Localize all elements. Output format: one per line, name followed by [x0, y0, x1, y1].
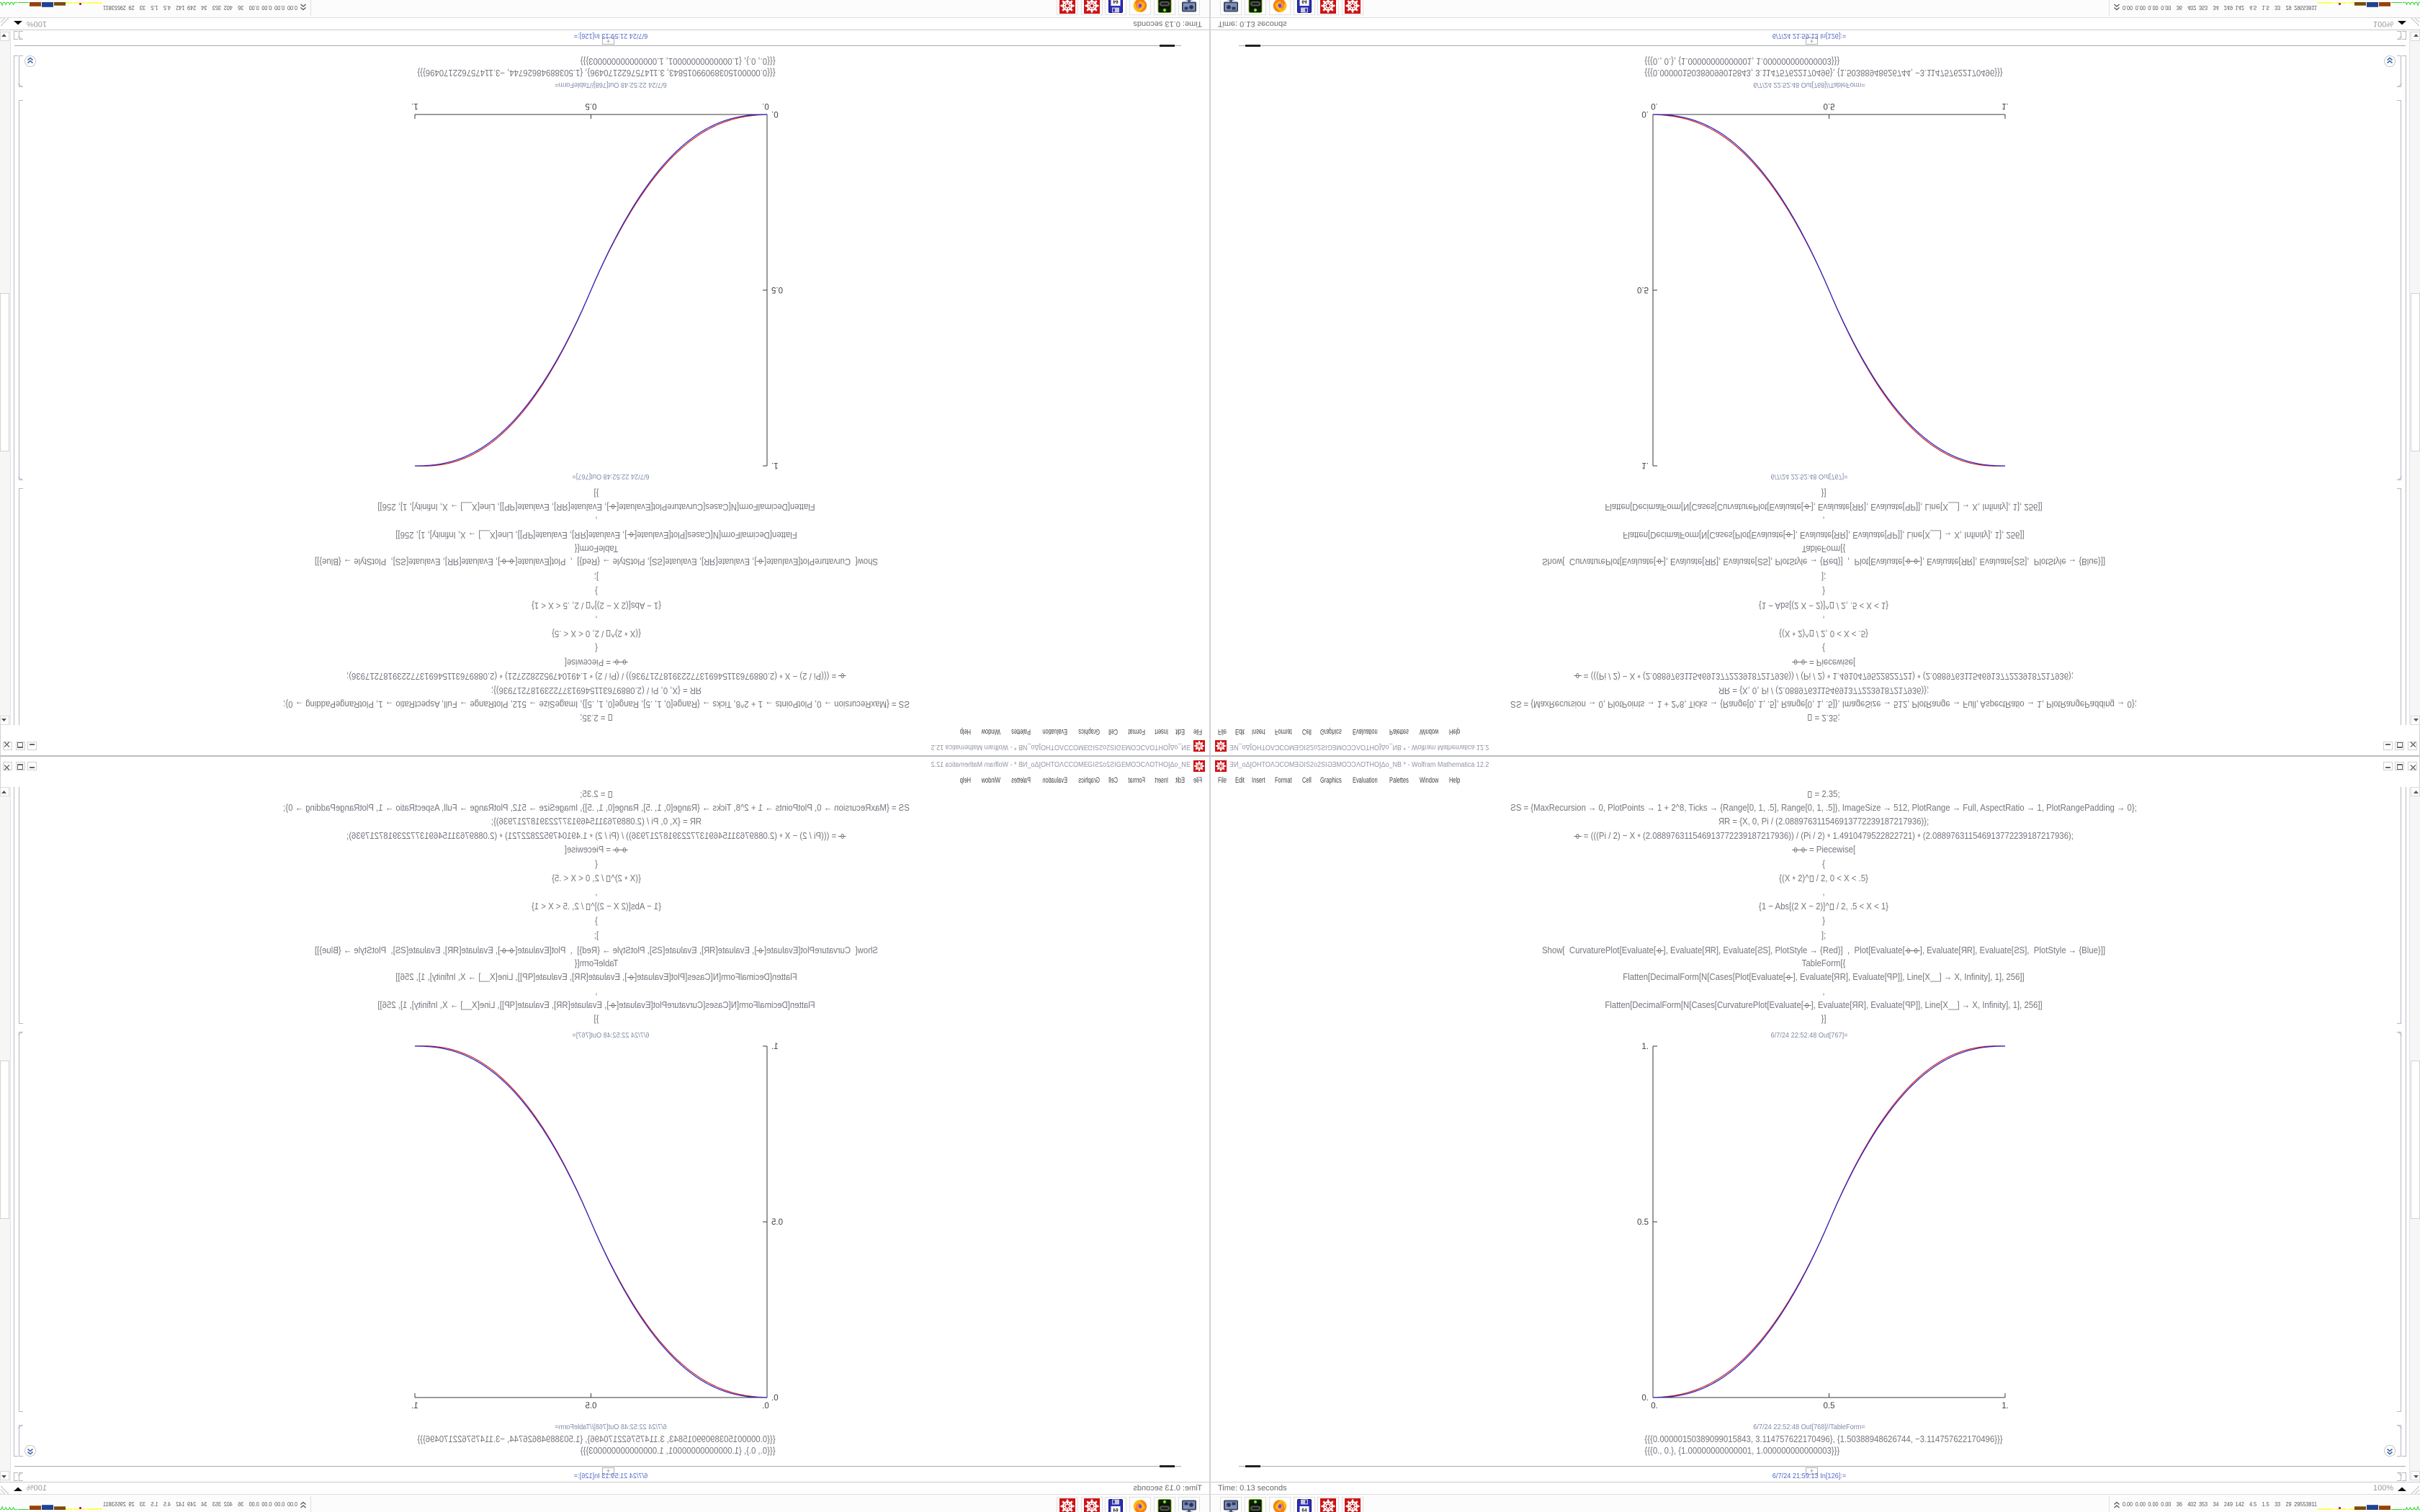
svg-text:64: 64 [1113, 1508, 1119, 1512]
svg-text:0.: 0. [762, 1402, 769, 1410]
svg-text:0.5: 0.5 [1824, 1402, 1835, 1410]
svg-text:1.: 1. [1641, 1043, 1649, 1051]
svg-text:0.: 0. [1651, 102, 1658, 110]
svg-text:1.: 1. [2002, 102, 2009, 110]
svg-text:64: 64 [1301, 1508, 1307, 1512]
svg-text:1.: 1. [771, 461, 779, 469]
svg-text:0.: 0. [771, 1394, 779, 1403]
svg-text:0.: 0. [771, 109, 779, 118]
svg-text:1.: 1. [2002, 1402, 2009, 1410]
svg-text:0.5: 0.5 [586, 102, 597, 110]
svg-text:0.5: 0.5 [771, 285, 783, 294]
svg-text:1.: 1. [411, 102, 418, 110]
svg-text:0.: 0. [762, 102, 769, 110]
svg-text:0.5: 0.5 [586, 1402, 597, 1410]
svg-text:1.: 1. [1641, 461, 1649, 469]
svg-text:0.5: 0.5 [1637, 285, 1649, 294]
svg-text:0.: 0. [1641, 1394, 1649, 1403]
svg-text:64: 64 [1301, 0, 1307, 4]
svg-text:0.5: 0.5 [771, 1218, 783, 1227]
svg-text:0.5: 0.5 [1637, 1218, 1649, 1227]
svg-text:1.: 1. [771, 1043, 779, 1051]
svg-text:1.: 1. [411, 1402, 418, 1410]
svg-text:0.: 0. [1651, 1402, 1658, 1410]
svg-text:0.: 0. [1641, 109, 1649, 118]
svg-text:64: 64 [1113, 0, 1119, 4]
svg-text:0.5: 0.5 [1824, 102, 1835, 110]
